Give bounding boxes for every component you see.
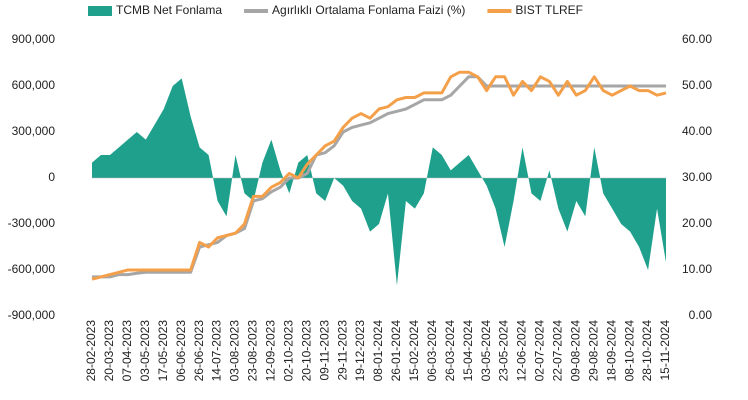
x-tick-label: 06-03-2024: [425, 320, 439, 382]
x-tick-label: 28-10-2024: [640, 320, 654, 382]
x-tick-label: 18-09-2024: [604, 320, 618, 382]
legend-label: BIST TLREF: [515, 3, 583, 17]
x-tick-label: 03-05-2024: [479, 320, 493, 382]
x-tick-label: 15-11-2024: [658, 320, 672, 381]
x-tick-label: 17-05-2023: [156, 320, 170, 382]
x-tick-label: 15-04-2024: [461, 320, 475, 382]
area: [92, 78, 666, 286]
y-tick-label: 900,000: [12, 32, 56, 46]
y-tick-label: -600,000: [8, 262, 56, 276]
x-tick-label: 06-06-2023: [174, 320, 188, 382]
x-tick-label: 29-11-2023: [335, 320, 349, 381]
x-tick-label: 23-05-2024: [497, 320, 511, 382]
x-tick-label: 02-07-2024: [533, 320, 547, 382]
x-tick-label: 23-08-2023: [246, 320, 260, 382]
x-tick-label: 26-01-2024: [389, 320, 403, 382]
y-tick-label: -300,000: [8, 216, 56, 230]
x-tick-label: 07-04-2023: [120, 320, 134, 382]
x-tick-label: 12-09-2023: [264, 320, 278, 382]
y2-tick-label: 40.00: [682, 124, 712, 138]
x-tick-label: 26-06-2023: [192, 320, 206, 382]
legend-swatch: [88, 6, 112, 16]
x-tick-label: 12-06-2024: [515, 320, 529, 382]
y-tick-label: 0: [48, 170, 55, 184]
x-tick-label: 09-11-2023: [317, 320, 331, 381]
x-tick-label: 28-02-2023: [84, 320, 98, 382]
y-tick-label: -900,000: [8, 308, 56, 322]
y2-tick-label: 0.00: [689, 308, 713, 322]
x-tick-label: 08-10-2024: [622, 320, 636, 382]
legend-label: Agırlıklı Ortalama Fonlama Faizi (%): [272, 3, 465, 17]
y2-tick-label: 50.00: [682, 78, 712, 92]
x-tick-label: 19-12-2023: [353, 320, 367, 382]
x-tick-label: 26-03-2024: [443, 320, 457, 382]
x-tick-label: 03-05-2023: [138, 320, 152, 382]
y-tick-label: 600,000: [12, 78, 56, 92]
y2-tick-label: 60.00: [682, 32, 712, 46]
y2-tick-label: 10.00: [682, 262, 712, 276]
y2-tick-label: 20.00: [682, 216, 712, 230]
x-tick-label: 09-08-2024: [568, 320, 582, 382]
x-tick-label: 15-02-2024: [407, 320, 421, 382]
x-tick-label: 08-01-2024: [371, 320, 385, 382]
line: [91, 70, 667, 281]
x-tick-label: 03-08-2023: [228, 320, 242, 382]
x-tick-label: 20-03-2023: [102, 320, 116, 382]
legend-label: TCMB Net Fonlama: [116, 3, 222, 17]
y2-tick-label: 30.00: [682, 170, 712, 184]
x-tick-label: 22-07-2024: [551, 320, 565, 382]
x-tick-label: 29-08-2024: [586, 320, 600, 382]
y-tick-label: 300,000: [12, 124, 56, 138]
x-tick-label: 14-07-2023: [210, 320, 224, 382]
x-tick-label: 20-10-2023: [299, 320, 313, 382]
x-tick-label: 02-10-2023: [281, 320, 295, 382]
